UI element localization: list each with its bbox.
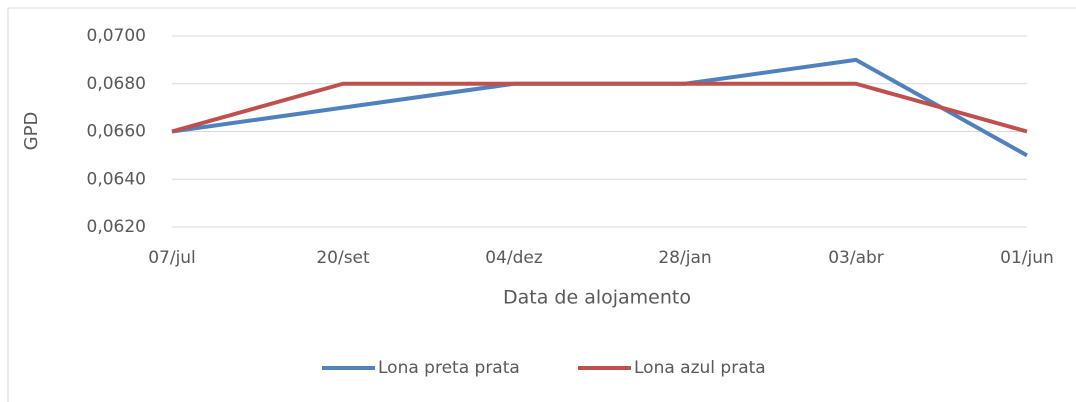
x-tick-label: 03/abr (828, 248, 884, 268)
x-axis-title: Data de alojamento (503, 287, 691, 309)
chart-frame (7, 7, 1076, 402)
y-tick-label: 0,0640 (87, 169, 146, 189)
x-tick-label: 04/dez (485, 248, 543, 268)
x-tick-label: 07/jul (148, 248, 196, 268)
y-tick-label: 0,0660 (87, 122, 146, 142)
x-tick-label: 20/set (316, 248, 370, 268)
legend-label: Lona azul prata (634, 358, 766, 378)
y-tick-label: 0,0680 (87, 74, 146, 94)
x-tick-label: 28/jan (658, 248, 711, 268)
series-line (171, 57, 1028, 158)
legend-label: Lona preta prata (378, 358, 520, 378)
y-axis-title: GPD (21, 112, 42, 151)
series-line (171, 81, 1028, 134)
y-tick-label: 0,0700 (87, 26, 146, 46)
x-tick-label: 01/jun (1000, 248, 1054, 268)
y-tick-label: 0,0620 (87, 217, 146, 237)
